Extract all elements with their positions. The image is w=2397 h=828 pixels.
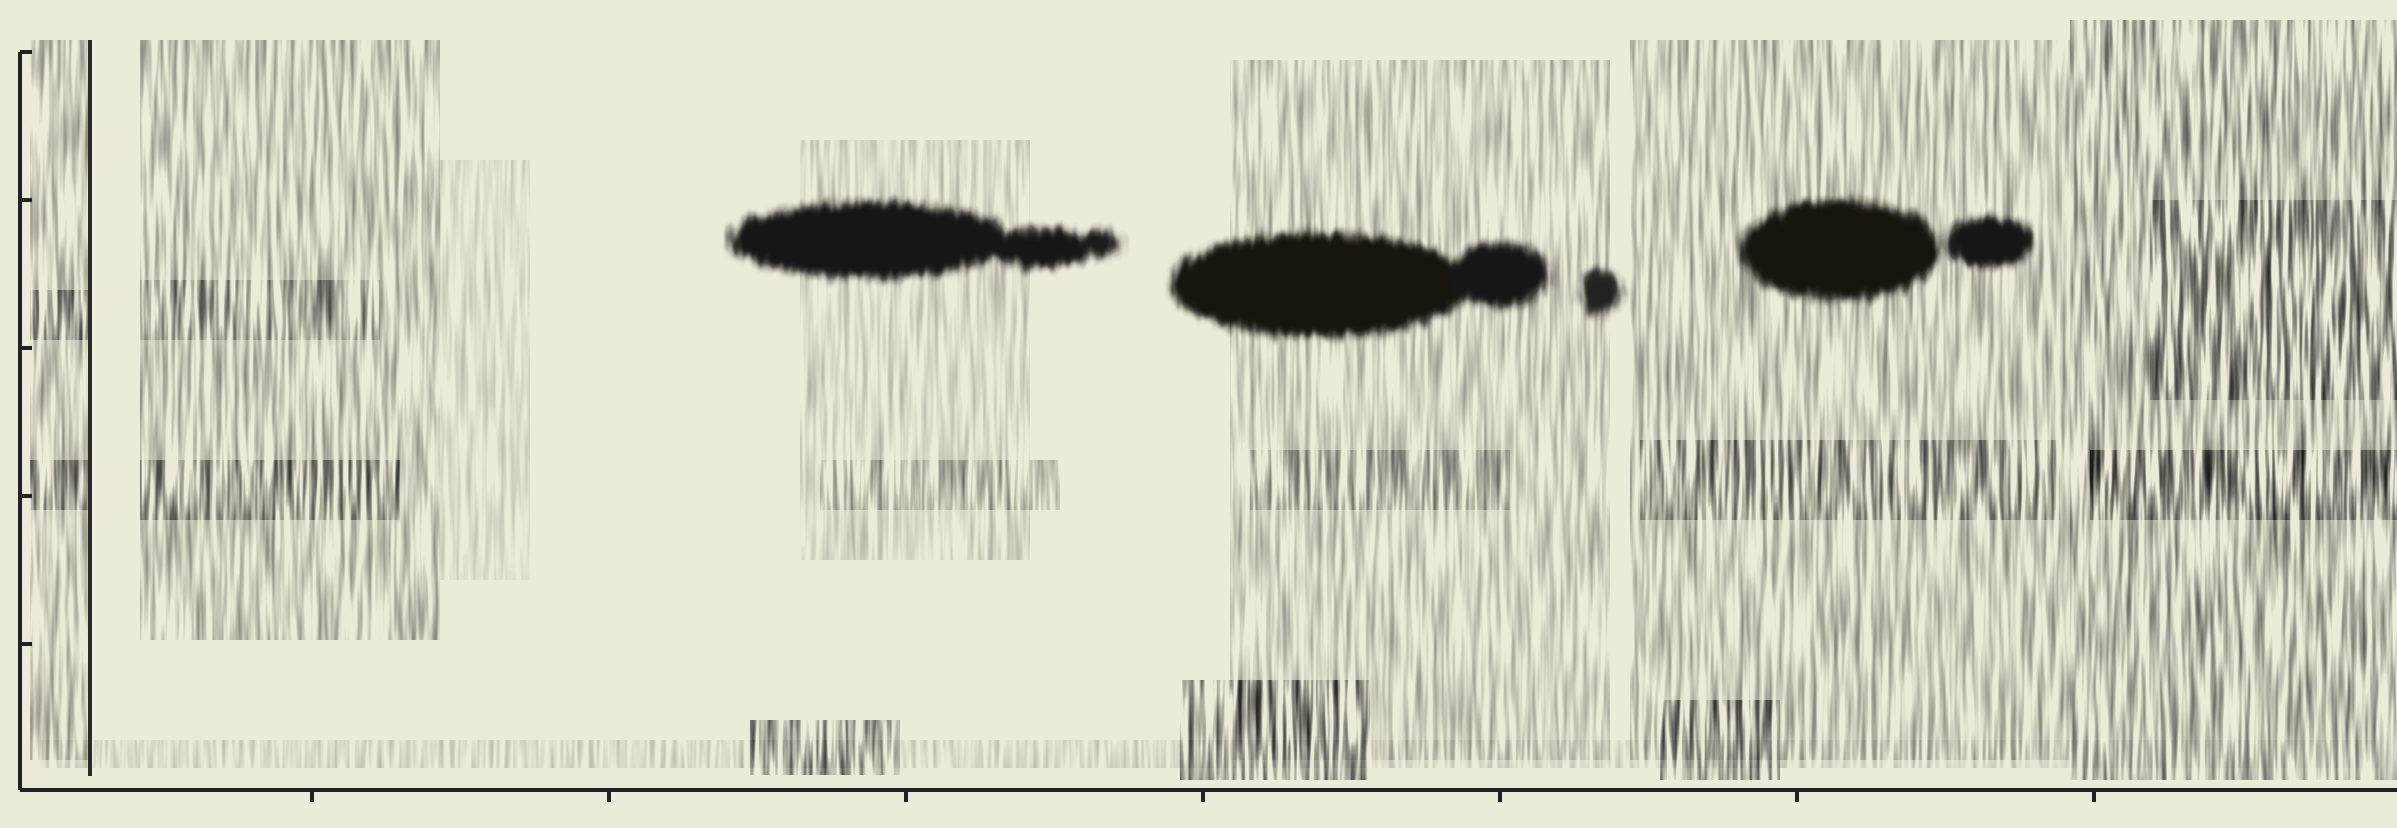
axes [18,52,2397,792]
x-axis-ticks [310,790,2096,802]
formant-band-low [30,440,2397,520]
formant-band-high [30,200,2397,400]
dark-formant-bursts [730,200,2035,337]
baseline-pulse-band [40,680,2380,780]
y-axis-ticks [20,50,32,646]
